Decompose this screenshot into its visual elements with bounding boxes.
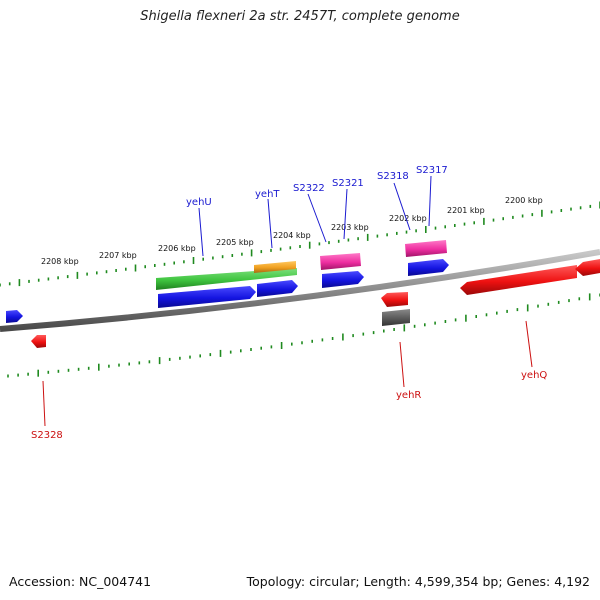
gene-feature-s2328[interactable] xyxy=(31,335,46,348)
scale-tick-labels: 2208 kbp 2207 kbp 2206 kbp 2205 kbp 2204 kbp… xyxy=(41,196,543,266)
scale-tick-label: 2203 kbp xyxy=(331,223,369,232)
scale-tick-label: 2206 kbp xyxy=(158,244,196,253)
gene-feature-s2322[interactable] xyxy=(320,253,361,270)
gene-feature-blue-2[interactable] xyxy=(257,280,298,297)
gene-feature-s2317[interactable] xyxy=(405,240,447,257)
upper-scale-ring xyxy=(0,201,600,287)
gene-feature-yeht[interactable] xyxy=(254,261,296,273)
genome-backbone xyxy=(0,249,600,332)
gene-label-yeht[interactable]: yehT xyxy=(255,189,280,200)
scale-tick-label: 2201 kbp xyxy=(447,206,485,215)
scale-tick-label: 2204 kbp xyxy=(273,231,311,240)
scale-tick-label: 2205 kbp xyxy=(216,238,254,247)
gene-feature-yehq[interactable] xyxy=(460,265,577,295)
map-title: Shigella flexneri 2a str. 2457T, complet… xyxy=(140,9,460,24)
gene-label-s2328[interactable]: S2328 xyxy=(31,430,63,441)
gene-label-s2317[interactable]: S2317 xyxy=(416,165,448,176)
scale-tick-label: 2208 kbp xyxy=(41,257,79,266)
gene-label-lines xyxy=(42,175,533,427)
gene-label-s2322[interactable]: S2322 xyxy=(293,183,325,194)
gene-features xyxy=(6,240,600,348)
gene-feature-yehu[interactable] xyxy=(156,268,297,290)
scale-tick-label: 2200 kbp xyxy=(505,196,543,205)
gene-label-yehr[interactable]: yehR xyxy=(396,390,421,401)
accession-text: Accession: NC_004741 xyxy=(9,574,152,589)
gene-labels: yehU yehT S2322 S2321 S2318 S2317 S2328 … xyxy=(31,165,547,441)
gene-feature-yehr-gray[interactable] xyxy=(382,309,410,326)
gene-feature-yehr-red[interactable] xyxy=(381,292,408,307)
gene-feature-blue-4[interactable] xyxy=(408,259,449,276)
gene-label-s2321[interactable]: S2321 xyxy=(332,178,364,189)
gene-feature-blue-3[interactable] xyxy=(322,271,364,288)
gene-feature-blue[interactable] xyxy=(6,310,23,323)
gene-feature-red-right[interactable] xyxy=(575,259,600,276)
scale-tick-label: 2202 kbp xyxy=(389,214,427,223)
scale-tick-label: 2207 kbp xyxy=(99,251,137,260)
gene-label-s2318[interactable]: S2318 xyxy=(377,171,409,182)
gene-label-yehq[interactable]: yehQ xyxy=(521,370,547,381)
gene-feature-blue-1[interactable] xyxy=(158,286,256,308)
gene-label-yehu[interactable]: yehU xyxy=(186,197,212,208)
topology-summary: Topology: circular; Length: 4,599,354 bp… xyxy=(246,574,590,589)
lower-scale-ring xyxy=(7,293,600,378)
